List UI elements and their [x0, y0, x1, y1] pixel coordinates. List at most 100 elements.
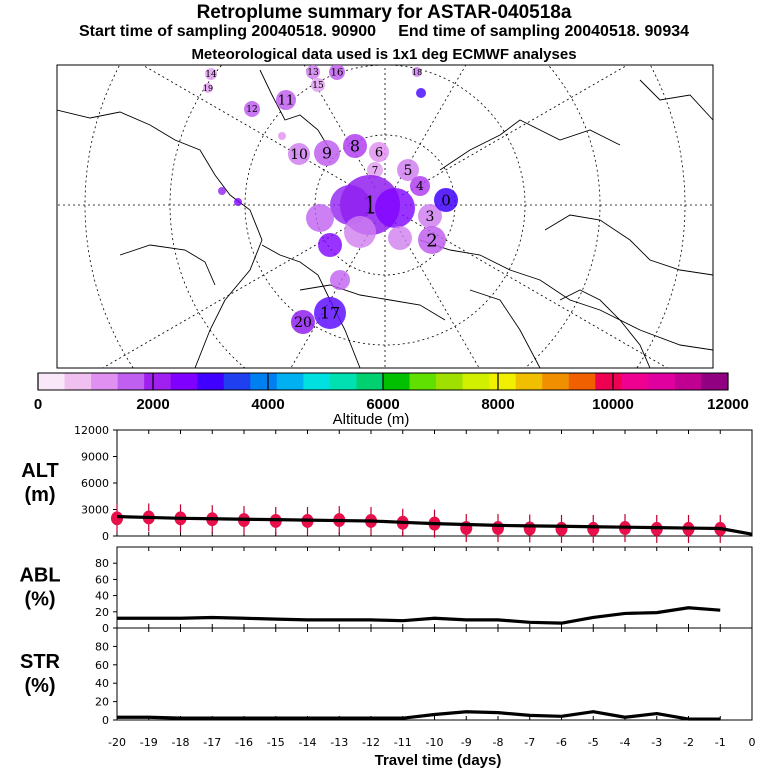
- x-tick-label: -19: [140, 736, 158, 749]
- abl-series-line: [117, 606, 721, 625]
- x-tick-label: -8: [493, 736, 504, 749]
- plume-blob: [234, 198, 242, 206]
- trajectory-cluster: 13: [306, 65, 320, 79]
- colorbar-title: Altitude (m): [333, 411, 410, 428]
- coastline: [119, 244, 216, 286]
- trajectory-cluster: 20: [291, 310, 315, 334]
- trajectory-cluster: 10: [288, 143, 310, 165]
- x-tick-label: -18: [172, 736, 190, 749]
- colorbar-segment: [383, 373, 411, 390]
- x-tick-label: -13: [330, 736, 348, 749]
- trajectory-cluster: 19: [203, 83, 213, 93]
- cluster-circle: [412, 67, 422, 77]
- colorbar-segment: [436, 373, 464, 390]
- y-tick-label: 40: [95, 590, 109, 603]
- plume-blob: [388, 226, 412, 250]
- cluster-circle: [205, 68, 217, 80]
- colorbar-tick-label: 6000: [366, 396, 399, 413]
- colorbar-segment: [648, 373, 676, 390]
- colorbar-segment: [462, 373, 490, 390]
- coastline: [261, 244, 361, 368]
- cluster-circle: [410, 176, 430, 196]
- plume-blob: [218, 187, 226, 195]
- colorbar-tick-label: 12000: [707, 396, 749, 413]
- cluster-label: 9: [322, 144, 332, 163]
- meridian-line: [394, 222, 480, 368]
- cluster-label: 7: [372, 166, 378, 177]
- time-series-panels: 030006000900012000ALT(m)020406080ABL(%)0…: [19, 424, 755, 749]
- cluster-circle: [291, 310, 315, 334]
- cluster-label: 3: [426, 209, 435, 225]
- colorbar-segment: [276, 373, 304, 390]
- y-tick-label: 20: [95, 696, 109, 709]
- y-tick-label: 0: [102, 714, 109, 727]
- trajectory-cluster: 12: [244, 101, 260, 117]
- colorbar-segment: [621, 373, 649, 390]
- meridian-line: [394, 65, 467, 188]
- cluster-label: 13: [307, 68, 319, 78]
- cluster-circle: [434, 188, 458, 212]
- trajectory-cluster: 18: [412, 67, 422, 77]
- cluster-circle: [397, 159, 419, 181]
- colorbar-segment: [64, 373, 92, 390]
- chart-title: Retroplume summary for ASTAR-040518a: [196, 2, 572, 23]
- plume-blob: [318, 233, 342, 257]
- colorbar-segment: [144, 373, 172, 390]
- str-panel-frame: [116, 627, 753, 721]
- colorbar-segment: [170, 373, 198, 390]
- plume-blob: [344, 216, 376, 248]
- altitude-point: [587, 521, 600, 536]
- colorbar-segment: [568, 373, 596, 390]
- y-tick-label: 60: [95, 659, 109, 672]
- cluster-label: 6: [375, 146, 383, 161]
- colorbar-segment: [223, 373, 251, 390]
- plume-blob: [416, 88, 426, 98]
- plume-blob: [330, 185, 370, 225]
- x-tick-label: -7: [524, 736, 535, 749]
- plume-blob: [306, 204, 334, 232]
- x-tick-label: -5: [588, 736, 599, 749]
- x-tick-label: -12: [362, 736, 380, 749]
- meridian-line: [141, 65, 368, 196]
- colorbar-tick-label: 4000: [251, 396, 284, 413]
- str-axis-label: STR: [20, 651, 61, 673]
- cluster-circle: [306, 65, 320, 79]
- x-tick-label: -9: [461, 736, 472, 749]
- trajectory-cluster: 9: [314, 140, 340, 166]
- abl-panel-frame: [116, 546, 753, 629]
- trajectory-cluster: 7: [367, 162, 383, 178]
- plume-blob: [330, 270, 350, 290]
- trajectory-cluster: 16: [329, 65, 345, 80]
- cluster-circle: [314, 297, 346, 329]
- x-tick-label: -3: [651, 736, 662, 749]
- cluster-circle: [311, 78, 325, 92]
- abl-axis-label: ABL: [19, 565, 60, 587]
- altitude-point: [555, 521, 568, 536]
- cluster-label: 10: [290, 147, 308, 163]
- y-tick-label: 20: [95, 606, 109, 619]
- y-tick-label: 12000: [74, 424, 109, 437]
- cluster-circle: [418, 204, 442, 228]
- meridian-line: [303, 65, 376, 188]
- cluster-label: 2: [426, 230, 437, 251]
- coastline: [469, 289, 541, 368]
- trajectory-cluster: 4: [410, 176, 430, 196]
- y-tick-label: 80: [95, 557, 109, 570]
- x-tick-label: -10: [426, 736, 444, 749]
- cluster-circle: [203, 83, 213, 93]
- cluster-circle: [329, 65, 345, 80]
- colorbar-segment: [595, 373, 623, 390]
- cluster-label: 4: [416, 179, 424, 193]
- meteorological-info: Meteorological data used is 1x1 deg ECMW…: [191, 46, 577, 63]
- colorbar-segment: [701, 373, 729, 390]
- altitude-point: [111, 511, 123, 526]
- cluster-label: 20: [294, 315, 312, 331]
- x-tick-label: -11: [394, 736, 412, 749]
- coastline: [544, 214, 713, 276]
- y-tick-label: 60: [95, 573, 109, 586]
- coastline: [439, 119, 621, 171]
- trajectory-cluster: 14: [205, 68, 217, 80]
- x-tick-label: -6: [556, 736, 567, 749]
- cluster-label: 0: [441, 191, 451, 209]
- trajectory-cluster: 2: [418, 226, 446, 254]
